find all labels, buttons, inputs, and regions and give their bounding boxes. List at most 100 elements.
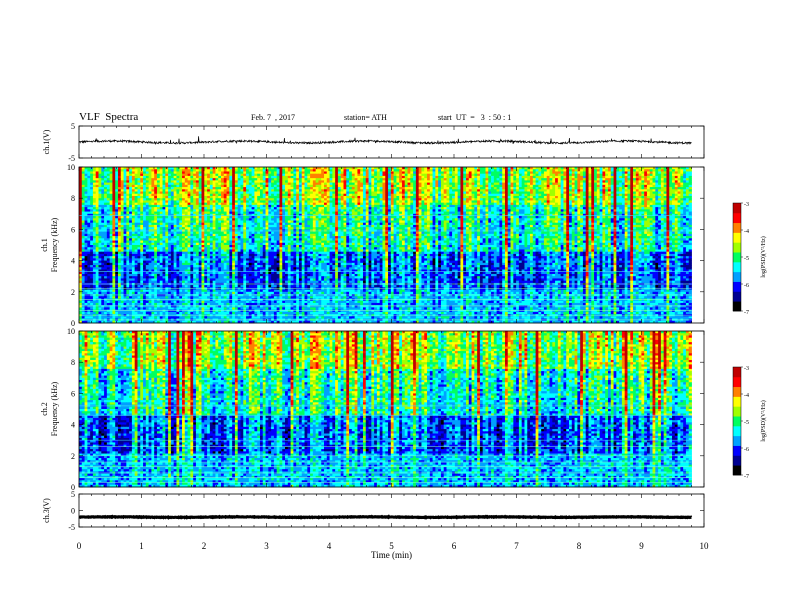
spectrogram-cell	[557, 193, 562, 197]
spectrogram-cell	[407, 178, 411, 181]
spectrogram-cell	[610, 169, 614, 172]
spectrogram-cell	[285, 171, 289, 175]
spectrogram-cell	[410, 191, 414, 195]
spectrogram-cell	[134, 175, 138, 179]
spectrogram-cell	[209, 182, 214, 186]
spectrogram-cell	[535, 191, 539, 195]
spectrogram-cell	[315, 178, 319, 181]
spectrogram-cell	[165, 180, 169, 183]
spectrogram-cell	[337, 195, 342, 199]
spectrogram-cell	[388, 180, 392, 183]
spectrogram-cell	[368, 173, 372, 177]
spectrogram-cell	[594, 180, 598, 183]
spectrogram-cell	[251, 187, 255, 190]
spectrogram-cell	[276, 193, 280, 197]
spectrogram-cell	[207, 184, 211, 188]
spectrogram-cell	[101, 195, 105, 199]
spectrogram-cell	[546, 187, 550, 190]
spectrogram-cell	[262, 180, 266, 183]
spectrogram-cell	[502, 184, 506, 188]
spectrogram-cell	[201, 193, 205, 197]
spectrogram-cell	[446, 184, 450, 188]
spectrogram-cell	[649, 182, 653, 186]
spectrogram-cell	[507, 182, 511, 186]
spectrogram-cell	[87, 180, 91, 183]
spectrogram-cell	[616, 178, 620, 181]
spectrogram-cell	[680, 180, 684, 183]
spectrogram-cell	[220, 171, 225, 175]
spectrogram-cell	[613, 193, 617, 197]
spectrogram-cell	[672, 175, 676, 179]
spectrogram-cell	[396, 178, 400, 181]
spectrogram-cell	[143, 178, 147, 181]
spectrogram-cell	[362, 175, 367, 179]
spectrogram-cell	[343, 173, 347, 177]
spectrogram-cell	[474, 182, 478, 186]
spectrogram-cell	[674, 187, 678, 190]
spectrogram-cell	[393, 193, 397, 197]
spectrogram-cell	[198, 193, 202, 197]
spectrogram-cell	[421, 193, 425, 197]
spectrogram-cell	[432, 191, 436, 195]
spectrogram-cell	[84, 167, 88, 170]
spectrogram-cell	[285, 184, 289, 188]
spectrogram-cell	[179, 178, 183, 181]
spectrogram-cell	[465, 184, 470, 188]
spectrogram-cell	[326, 180, 330, 183]
spectrogram-cell	[438, 184, 442, 188]
spectrogram-cell	[610, 167, 614, 170]
spectrogram-cell	[287, 189, 291, 192]
spectrogram-cell	[591, 169, 595, 172]
spectrogram-cell	[557, 171, 562, 175]
spectrogram-cell	[95, 182, 99, 186]
spectrogram-cell	[390, 187, 394, 190]
spectrogram-cell	[162, 195, 166, 199]
spectrogram-cell	[599, 178, 603, 181]
spectrogram-cell	[610, 178, 614, 181]
spectrogram-cell	[218, 195, 222, 199]
spectrogram-cell	[276, 169, 280, 172]
spectrogram-cell	[312, 171, 317, 175]
spectrogram-cell	[298, 187, 303, 190]
spectrogram-cell	[557, 187, 562, 190]
spectrogram-cell	[173, 182, 177, 186]
spectrogram-cell	[396, 167, 400, 170]
spectrogram-cell	[92, 195, 97, 199]
spectrogram-cell	[357, 175, 361, 179]
spectrogram-cell	[672, 180, 676, 183]
spectrogram-cell	[195, 175, 200, 179]
spectrogram-cell	[524, 169, 528, 172]
spectrogram-cell	[421, 187, 425, 190]
spectrogram-cell	[683, 167, 687, 170]
spectrogram-cell	[262, 191, 266, 195]
spectrogram-cell	[427, 193, 431, 197]
spectrogram-cell	[140, 180, 144, 183]
spectrogram-cell	[109, 182, 113, 186]
spectrogram-cell	[154, 167, 158, 170]
spectrogram-cell	[482, 189, 486, 192]
spectrogram-cell	[499, 189, 503, 192]
spectrogram-cell	[318, 191, 322, 195]
spectrogram-cell	[524, 178, 528, 181]
spectrogram-cell	[485, 182, 489, 186]
spectrogram-cell	[527, 184, 531, 188]
spectrogram-cell	[446, 173, 450, 177]
spectrogram-cell	[452, 175, 456, 179]
spectrogram-cell	[351, 175, 356, 179]
spectrogram-cell	[137, 180, 141, 183]
spectrogram-cell	[321, 189, 325, 192]
spectrogram-cell	[254, 191, 258, 195]
spectrogram-cell	[649, 178, 653, 181]
spectrogram-cell	[190, 180, 194, 183]
spectrogram-cell	[123, 178, 127, 181]
spectrogram-cell	[552, 182, 556, 186]
spectrogram-cell	[301, 193, 305, 197]
spectrogram-cell	[276, 187, 280, 190]
spectrogram-cell	[351, 187, 356, 190]
spectrogram-cell	[315, 169, 319, 172]
spectrogram-cell	[131, 184, 136, 188]
spectrogram-cell	[457, 184, 461, 188]
spectrogram-cell	[101, 173, 105, 177]
spectrogram-cell	[198, 169, 202, 172]
spectrogram-cell	[658, 175, 662, 179]
